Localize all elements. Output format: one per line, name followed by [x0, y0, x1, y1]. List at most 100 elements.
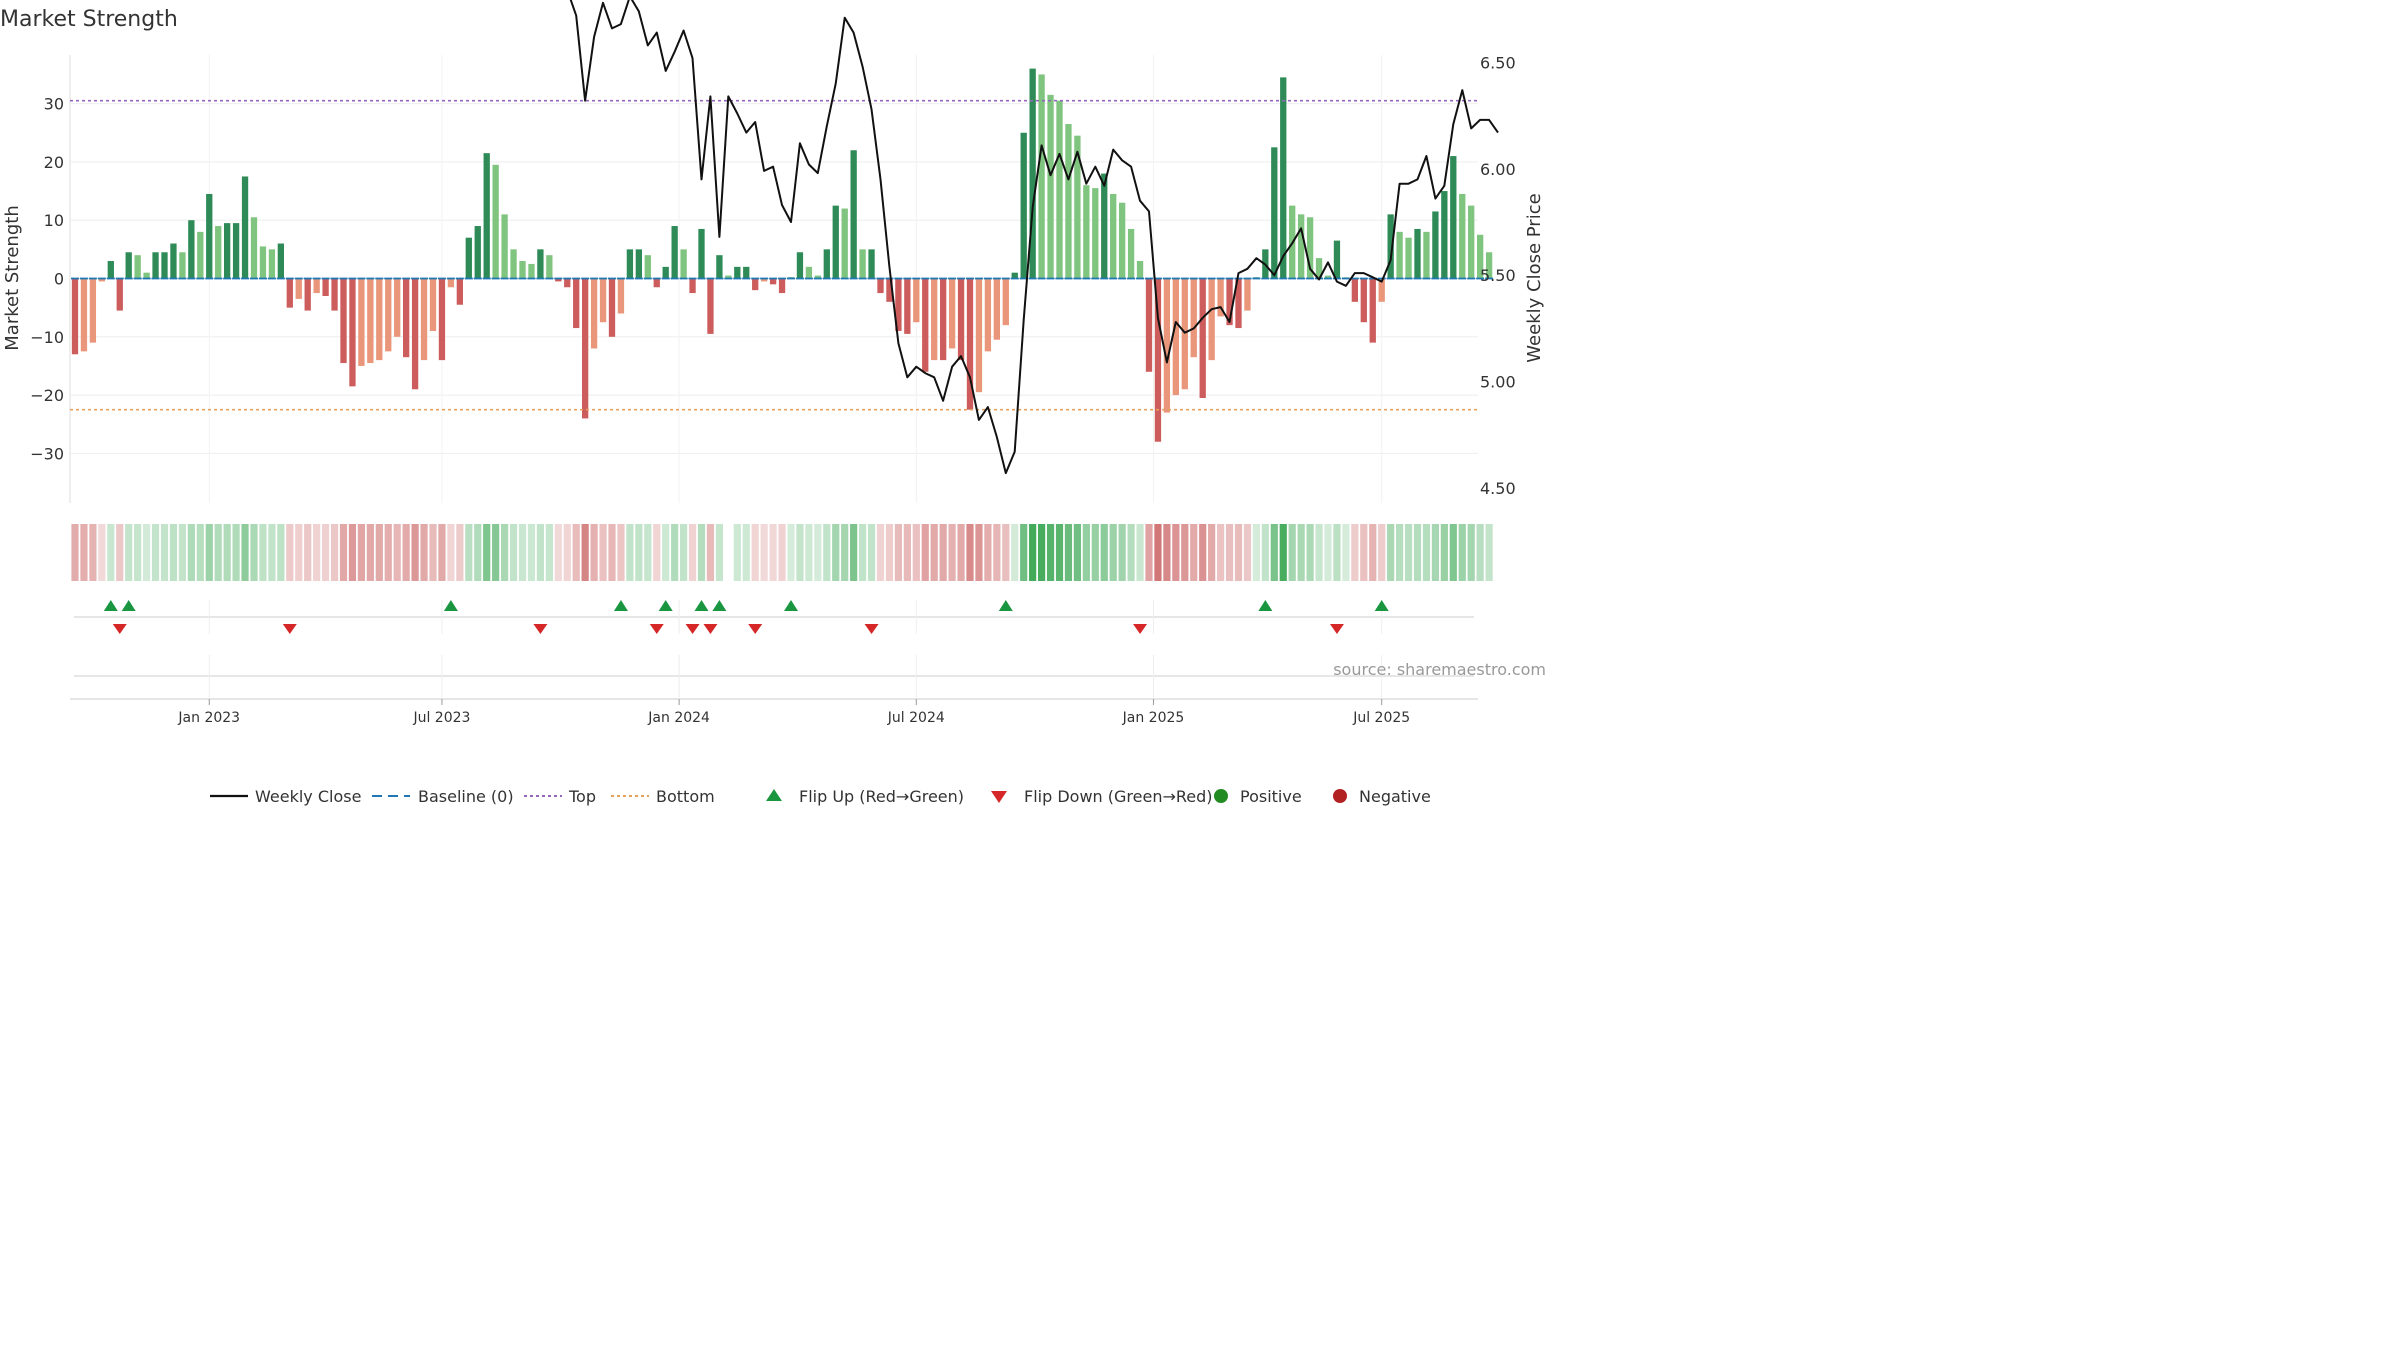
heat-cell — [993, 524, 1001, 581]
heat-cell — [1422, 524, 1431, 581]
heat-cell — [125, 524, 133, 581]
heat-cell — [1369, 524, 1377, 581]
legend-label: Flip Down (Green→Red) — [1024, 787, 1213, 806]
heat-cell — [859, 524, 867, 581]
heat-cell — [429, 524, 437, 581]
strength-bar — [617, 278, 625, 314]
heat-cell — [223, 524, 231, 581]
strength-bar — [456, 278, 463, 305]
x-tick-label: Jan 2024 — [647, 710, 710, 726]
heat-cell — [1127, 524, 1135, 581]
heat-cell — [912, 524, 920, 581]
strength-bar — [277, 243, 284, 279]
heat-cell — [71, 524, 79, 581]
strength-bar — [1244, 278, 1251, 311]
strength-bar — [680, 249, 687, 279]
x-axis-ticks: Jan 2023 Jul 2023 Jan 2024 Jul 2024 Jan 2025… — [177, 699, 1410, 726]
heat-cell — [1342, 524, 1350, 581]
heat-cell — [474, 524, 482, 581]
strength-bar — [304, 278, 311, 311]
heat-cell — [357, 524, 365, 581]
strength-bar — [546, 255, 553, 279]
heat-cell — [1091, 524, 1099, 581]
strength-bar — [653, 278, 660, 288]
y-tick-label: −30 — [30, 444, 64, 463]
heat-cell — [134, 524, 142, 581]
heat-cell — [295, 524, 303, 581]
heat-cell — [751, 524, 759, 581]
strength-bar — [411, 278, 419, 390]
heat-cell — [1467, 524, 1475, 581]
strength-bar — [1351, 278, 1358, 302]
heat-cell — [178, 524, 186, 581]
strength-bar — [80, 278, 88, 352]
strength-bar — [966, 278, 974, 410]
strength-bar — [698, 228, 705, 279]
heat-cell — [1199, 524, 1207, 581]
strength-bar — [1324, 275, 1332, 279]
strength-bar — [1092, 188, 1099, 279]
heat-cell — [509, 524, 518, 581]
heat-cell — [867, 524, 876, 581]
heat-cell — [80, 524, 88, 581]
strength-bar — [734, 266, 741, 279]
heat-cell — [313, 524, 321, 581]
heat-cell — [107, 524, 115, 581]
strength-bar — [948, 278, 956, 349]
heat-cell — [384, 524, 392, 581]
heat-cell — [760, 524, 768, 581]
heat-cell — [205, 524, 213, 581]
heat-cell — [1225, 524, 1234, 581]
strength-bar — [993, 278, 1000, 340]
strength-bar — [823, 249, 830, 279]
heat-cell — [885, 524, 894, 581]
strength-bar — [429, 278, 437, 331]
heat-cell — [662, 524, 670, 581]
heat-cell — [1073, 524, 1081, 581]
flip-up-marker — [694, 600, 709, 611]
strength-bar — [850, 150, 857, 279]
strength-bar — [358, 278, 365, 366]
heat-cell — [1190, 524, 1198, 581]
strength-bar — [403, 278, 410, 358]
heat-cell — [894, 524, 902, 581]
heat-cell — [304, 524, 312, 581]
strength-bar — [975, 278, 983, 393]
flip-up-marker — [121, 600, 136, 611]
heat-cell — [501, 524, 509, 581]
strength-bar — [1047, 94, 1054, 279]
strength-bar — [340, 278, 347, 364]
heat-cell — [1413, 524, 1422, 581]
strength-bar — [555, 278, 562, 282]
strength-bar — [1127, 228, 1135, 279]
y-tick-label: 30 — [44, 95, 64, 114]
heat-cell — [850, 524, 858, 581]
heat-cell — [921, 524, 929, 581]
heat-cell — [581, 524, 589, 581]
flip-up-marker — [443, 600, 458, 611]
legend-label: Flip Up (Red→Green) — [799, 787, 964, 806]
heat-cell — [966, 524, 974, 581]
right-axis-label: Weekly Close Price — [1524, 193, 1545, 362]
strength-bar — [206, 193, 213, 279]
flip-up-marker — [613, 600, 628, 611]
strength-bar — [1333, 240, 1341, 279]
bottom-panel-gridlines — [208, 655, 1383, 699]
y-tick-label: 10 — [44, 211, 64, 230]
y-tick-label: −10 — [30, 328, 64, 347]
heat-cell — [1145, 524, 1153, 581]
strength-bar — [1477, 234, 1484, 279]
heat-cell — [1252, 524, 1260, 581]
flip-up-marker — [1258, 600, 1273, 611]
heat-cell — [635, 524, 643, 581]
strength-bar — [1172, 278, 1179, 396]
legend-label: Positive — [1240, 787, 1302, 806]
strength-bar — [859, 249, 866, 279]
heat-cell — [1172, 524, 1180, 581]
strength-bar — [1020, 132, 1027, 279]
heat-cell — [1387, 524, 1395, 581]
heat-cell — [411, 524, 419, 581]
strength-bar — [1360, 278, 1367, 323]
strength-bar — [197, 231, 204, 279]
heat-cell — [939, 524, 947, 581]
